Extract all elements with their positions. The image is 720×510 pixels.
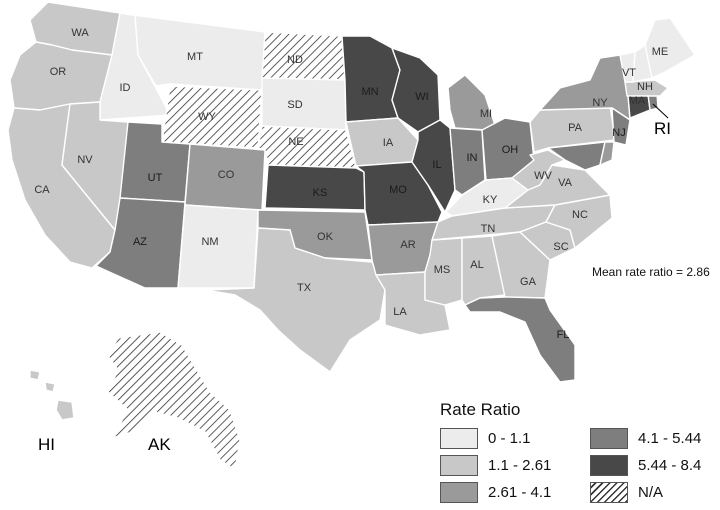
- abbr-MN: MN: [361, 86, 378, 98]
- abbr-WI: WI: [415, 91, 428, 103]
- legend-label: 1.1 - 2.61: [488, 456, 552, 474]
- state-IL: [411, 119, 456, 213]
- abbr-GA: GA: [520, 276, 537, 288]
- mean-rate-ratio-note: Mean rate ratio = 2.86: [592, 265, 710, 279]
- abbr-NV: NV: [77, 154, 93, 166]
- state-ND: [261, 31, 346, 81]
- abbr-MS: MS: [434, 264, 451, 276]
- state-NE: [257, 125, 357, 169]
- state-MA: [624, 79, 669, 97]
- abbr-UT: UT: [148, 172, 163, 184]
- ak-label: AK: [148, 435, 171, 454]
- abbr-MT: MT: [187, 51, 203, 63]
- legend-item: 1.1 - 2.61: [440, 453, 551, 477]
- abbr-VA: VA: [558, 177, 573, 189]
- abbr-NC: NC: [572, 209, 588, 221]
- legend-item: 0 - 1.1: [440, 426, 531, 450]
- legend-item: 5.44 - 8.4: [590, 453, 701, 477]
- abbr-KY: KY: [483, 194, 498, 206]
- abbr-CO: CO: [218, 169, 235, 181]
- legend-label: 2.61 - 4.1: [488, 483, 552, 501]
- abbr-IA: IA: [383, 137, 394, 149]
- state-MD: [547, 141, 606, 171]
- state-abbreviations: WA OR CA ID NV MT WY UT AZ CO NM ND SD N…: [34, 27, 668, 341]
- legend-label: 4.1 - 5.44: [638, 429, 702, 447]
- hi-label: HI: [38, 435, 55, 454]
- legend-swatch: [590, 454, 628, 476]
- state-GA: [491, 231, 551, 299]
- abbr-NM: NM: [201, 236, 218, 248]
- abbr-ND: ND: [287, 54, 303, 66]
- abbr-SD: SD: [287, 99, 302, 111]
- abbr-KS: KS: [313, 187, 328, 199]
- legend-swatch: [590, 481, 628, 503]
- state-DE: [599, 141, 615, 166]
- abbr-VT: VT: [622, 67, 636, 79]
- legend-label: N/A: [638, 483, 664, 501]
- legend-item: N/A: [590, 480, 663, 504]
- abbr-NH: NH: [637, 81, 653, 93]
- legend-label: 5.44 - 8.4: [638, 456, 702, 474]
- abbr-NJ: NJ: [612, 127, 625, 139]
- abbr-ID: ID: [120, 82, 131, 94]
- legend-item: 2.61 - 4.1: [440, 480, 551, 504]
- state-MN: [341, 35, 401, 123]
- state-WV: [511, 149, 566, 191]
- abbr-AR: AR: [400, 239, 415, 251]
- abbr-LA: LA: [393, 306, 407, 318]
- legend-title: Rate Ratio: [440, 400, 521, 419]
- abbr-WV: WV: [534, 170, 552, 182]
- state-NJ: [611, 107, 631, 146]
- legend-swatch: [440, 481, 478, 503]
- state-TX: [204, 227, 386, 373]
- abbr-TN: TN: [481, 223, 496, 235]
- abbr-IN: IN: [467, 152, 478, 164]
- state-FL: [464, 296, 576, 383]
- abbr-OH: OH: [502, 144, 519, 156]
- legend: Rate Ratio 0 - 1.1 1.1 - 2.61 2.61 - 4.1…: [440, 398, 720, 508]
- abbr-SC: SC: [553, 241, 568, 253]
- abbr-CA: CA: [34, 184, 50, 196]
- abbr-AZ: AZ: [133, 236, 147, 248]
- ri-leader-line: [652, 103, 669, 119]
- abbr-NY: NY: [592, 97, 608, 109]
- abbr-AL: AL: [470, 259, 483, 271]
- abbr-OK: OK: [317, 231, 334, 243]
- state-shapes: [7, 1, 696, 471]
- abbr-TX: TX: [297, 282, 312, 294]
- abbr-MO: MO: [389, 184, 407, 196]
- abbr-IL: IL: [432, 159, 441, 171]
- abbr-WY: WY: [198, 111, 216, 123]
- legend-label: 0 - 1.1: [488, 429, 531, 447]
- legend-swatch: [590, 427, 628, 449]
- abbr-OR: OR: [50, 66, 67, 78]
- abbr-FL: FL: [557, 329, 570, 341]
- state-ME: [644, 17, 696, 79]
- state-HI: [29, 369, 75, 421]
- abbr-PA: PA: [568, 122, 583, 134]
- state-AK: [107, 331, 241, 471]
- legend-item: 4.1 - 5.44: [590, 426, 701, 450]
- abbr-WA: WA: [71, 27, 89, 39]
- ri-label: RI: [654, 119, 671, 138]
- state-MI: [447, 74, 496, 131]
- legend-swatch: [440, 427, 478, 449]
- legend-swatch: [440, 454, 478, 476]
- state-SD: [261, 77, 347, 131]
- abbr-ME: ME: [652, 46, 669, 58]
- abbr-NE: NE: [288, 136, 303, 148]
- abbr-MI: MI: [480, 108, 492, 120]
- abbr-MA: MA: [629, 95, 646, 107]
